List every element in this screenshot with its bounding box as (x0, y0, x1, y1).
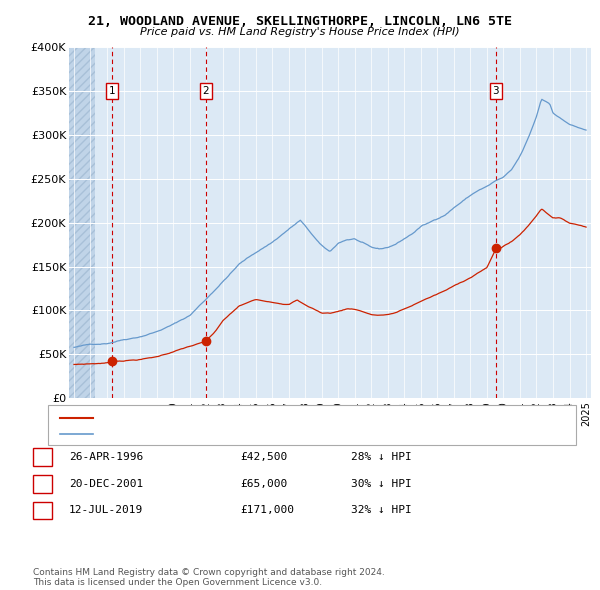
Text: Price paid vs. HM Land Registry's House Price Index (HPI): Price paid vs. HM Land Registry's House … (140, 27, 460, 37)
Text: 28% ↓ HPI: 28% ↓ HPI (351, 453, 412, 462)
Text: Contains HM Land Registry data © Crown copyright and database right 2024.
This d: Contains HM Land Registry data © Crown c… (33, 568, 385, 587)
Text: 20-DEC-2001: 20-DEC-2001 (69, 479, 143, 489)
Text: 21, WOODLAND AVENUE, SKELLINGTHORPE, LINCOLN, LN6 5TE: 21, WOODLAND AVENUE, SKELLINGTHORPE, LIN… (88, 15, 512, 28)
Text: 3: 3 (39, 506, 46, 515)
Text: 2: 2 (39, 479, 46, 489)
Text: 2: 2 (202, 86, 209, 96)
Bar (69, 47, 95, 398)
Text: £171,000: £171,000 (240, 506, 294, 515)
Text: 3: 3 (493, 86, 499, 96)
Text: £42,500: £42,500 (240, 453, 287, 462)
Text: 30% ↓ HPI: 30% ↓ HPI (351, 479, 412, 489)
Text: 1: 1 (39, 453, 46, 462)
Text: 21, WOODLAND AVENUE, SKELLINGTHORPE, LINCOLN, LN6 5TE (detached house): 21, WOODLAND AVENUE, SKELLINGTHORPE, LIN… (99, 413, 498, 423)
Text: HPI: Average price, detached house, North Kesteven: HPI: Average price, detached house, Nort… (99, 429, 355, 439)
Text: 12-JUL-2019: 12-JUL-2019 (69, 506, 143, 515)
Text: 26-APR-1996: 26-APR-1996 (69, 453, 143, 462)
Text: 32% ↓ HPI: 32% ↓ HPI (351, 506, 412, 515)
Text: 1: 1 (109, 86, 116, 96)
Text: £65,000: £65,000 (240, 479, 287, 489)
